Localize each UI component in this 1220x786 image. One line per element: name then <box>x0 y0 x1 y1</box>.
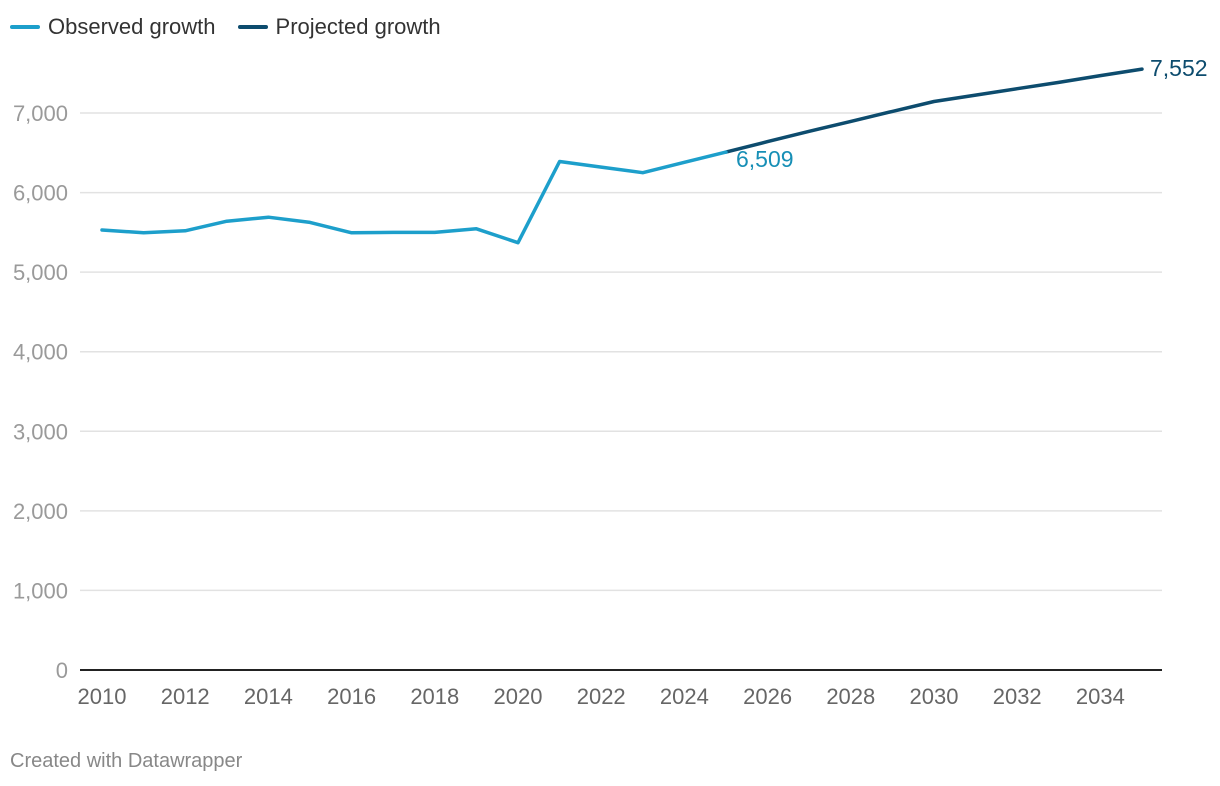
x-tick-label: 2026 <box>743 684 792 709</box>
x-tick-label: 2014 <box>244 684 293 709</box>
legend-item-observed: Observed growth <box>10 14 216 40</box>
x-tick-label: 2012 <box>161 684 210 709</box>
y-tick-label: 7,000 <box>13 101 68 126</box>
legend-label-projected: Projected growth <box>275 14 441 39</box>
data-label-observed-end: 6,509 <box>736 146 794 172</box>
y-tick-label: 3,000 <box>13 419 68 444</box>
y-tick-label: 6,000 <box>13 181 68 206</box>
x-tick-label: 2032 <box>993 684 1042 709</box>
y-tick-label: 4,000 <box>13 340 68 365</box>
footer-credit[interactable]: Created with Datawrapper <box>10 750 243 772</box>
x-tick-label: 2020 <box>494 684 543 709</box>
x-tick-label: 2016 <box>327 684 376 709</box>
x-tick-label: 2024 <box>660 684 709 709</box>
y-tick-label: 0 <box>56 658 68 683</box>
y-tick-label: 2,000 <box>13 499 68 524</box>
x-tick-label: 2010 <box>78 684 127 709</box>
legend-swatch-projected <box>237 25 268 29</box>
x-tick-label: 2018 <box>410 684 459 709</box>
x-tick-label: 2030 <box>910 684 959 709</box>
legend-swatch-observed <box>10 25 40 29</box>
legend-label-observed: Observed growth <box>48 14 216 39</box>
line-chart: 0 1,000 2,000 3,000 4,000 5,000 6,000 7,000 2010… <box>13 55 1208 709</box>
x-tick-label: 2028 <box>826 684 875 709</box>
series-line-projected <box>724 67 1144 154</box>
x-tick-label: 2022 <box>577 684 626 709</box>
y-tick-label: 5,000 <box>13 260 68 285</box>
y-tick-label: 1,000 <box>13 578 68 603</box>
x-tick-label: 2034 <box>1076 684 1125 709</box>
data-label-projected-end: 7,552 <box>1150 55 1208 81</box>
legend-item-projected: Projected growth <box>237 14 441 40</box>
legend: Observed growth Projected growth <box>10 14 463 40</box>
series-line-observed <box>100 150 728 245</box>
